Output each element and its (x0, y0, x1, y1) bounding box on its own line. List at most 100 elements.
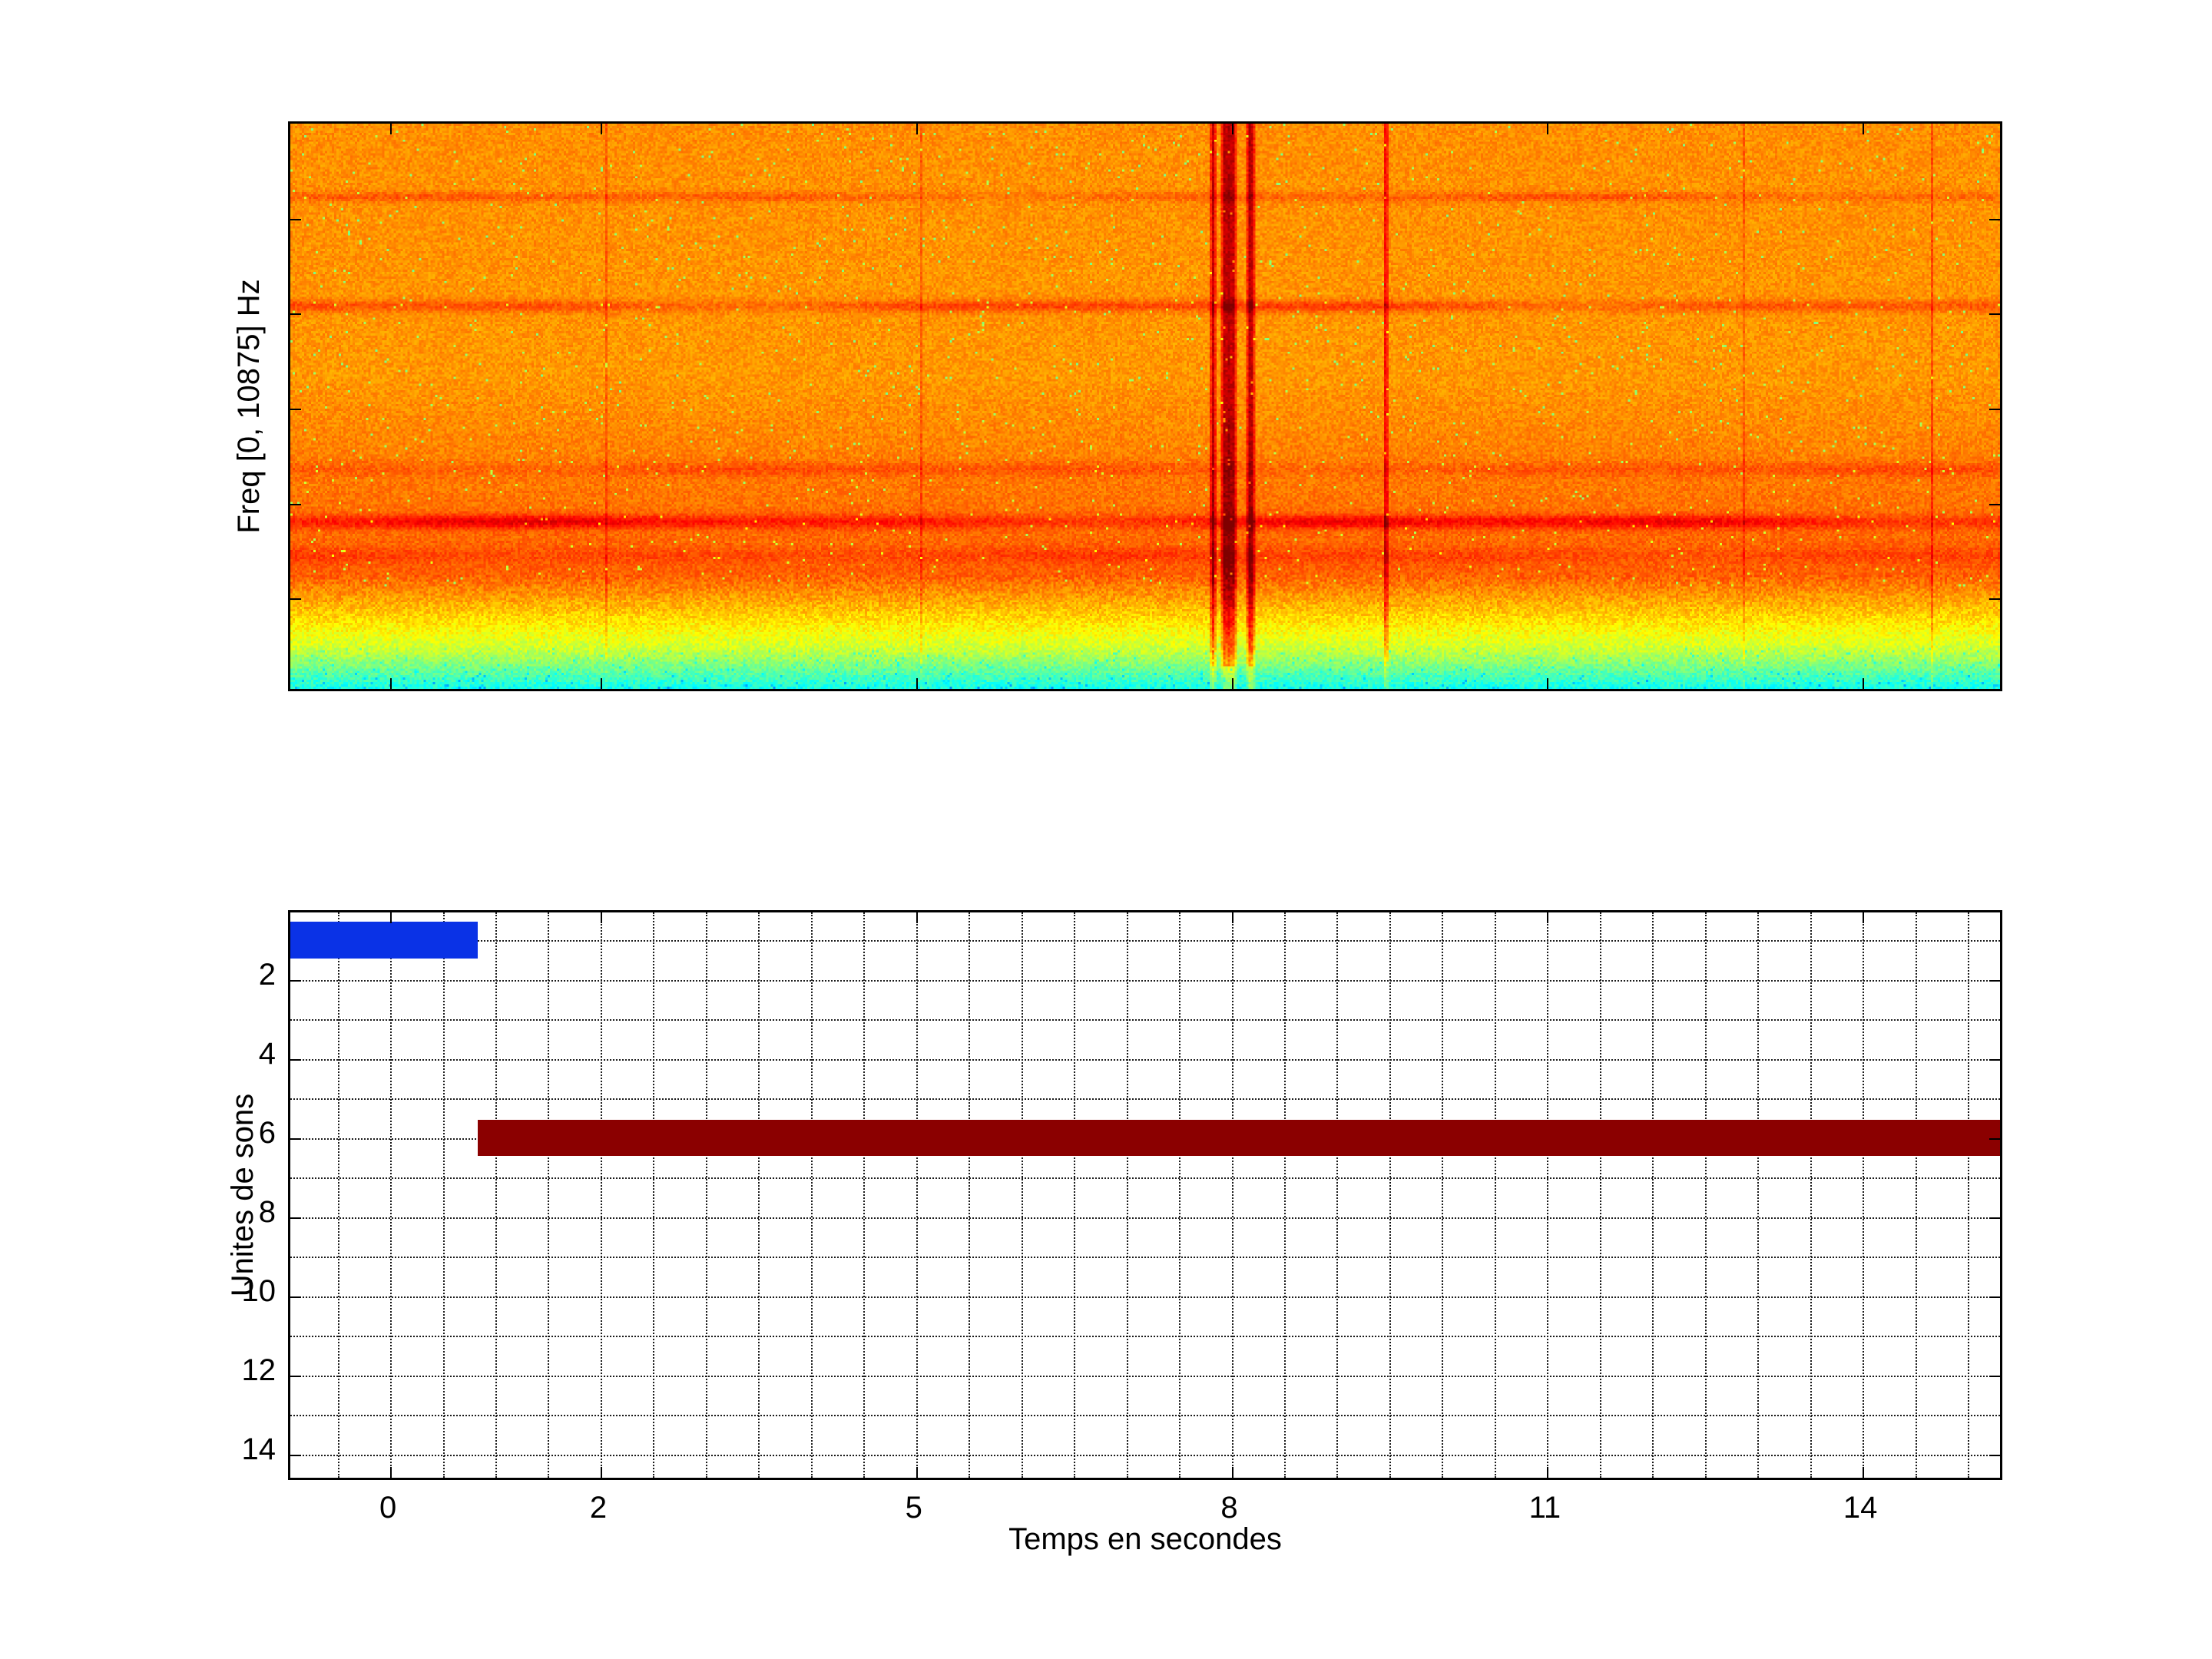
units-y-tick (290, 1375, 301, 1377)
units-vertical-gridline (1126, 912, 1128, 1478)
units-horizontal-gridline (290, 1019, 2000, 1022)
units-vertical-gridline (1074, 912, 1076, 1478)
spectrogram-y-tick (1989, 218, 2000, 220)
units-vertical-gridline (495, 912, 498, 1478)
units-vertical-gridline (1494, 912, 1496, 1478)
units-x-tick (600, 1467, 602, 1478)
units-vertical-gridline (863, 912, 866, 1478)
units-vertical-gridline (1863, 912, 1865, 1478)
units-y-tick (1989, 1296, 2000, 1298)
spectrogram-y-tick (290, 503, 301, 505)
units-vertical-gridline (337, 912, 339, 1478)
spectrogram-x-tick (600, 678, 602, 689)
units-gridlines (290, 912, 2000, 1478)
units-vertical-gridline (1757, 912, 1760, 1478)
units-y-tick (1989, 1058, 2000, 1061)
units-horizontal-gridline (290, 1415, 2000, 1417)
units-y-tick (290, 1296, 301, 1298)
units-y-tick-label: 2 (258, 957, 276, 992)
units-vertical-gridline (1442, 912, 1444, 1478)
units-y-tick (1989, 979, 2000, 982)
units-vertical-gridline (1284, 912, 1286, 1478)
spectrogram-x-tick (1547, 124, 1549, 134)
units-x-tick (916, 1467, 918, 1478)
units-vertical-gridline (1179, 912, 1181, 1478)
spectrogram-x-tick (1863, 124, 1865, 134)
spectrogram-x-tick (1547, 678, 1549, 689)
units-vertical-gridline (1968, 912, 1970, 1478)
units-vertical-gridline (1810, 912, 1812, 1478)
units-horizontal-gridline (290, 1257, 2000, 1259)
units-x-axis-label: Temps en secondes (1008, 1522, 1282, 1556)
units-x-tick-label: 11 (1528, 1491, 1561, 1525)
units-x-tick-label: 8 (1220, 1491, 1238, 1525)
unit-segment-bar[interactable] (477, 1120, 2000, 1157)
units-y-tick (1989, 1375, 2000, 1377)
units-y-tick-label: 14 (241, 1432, 276, 1466)
spectrogram-y-tick (1989, 598, 2000, 601)
units-vertical-gridline (1599, 912, 1601, 1478)
spectrogram-x-tick (1231, 124, 1233, 134)
units-x-tick (390, 1467, 392, 1478)
units-vertical-gridline (653, 912, 655, 1478)
units-vertical-gridline (1336, 912, 1339, 1478)
spectrogram-y-tick (290, 313, 301, 316)
spectrogram-y-tick (290, 409, 301, 410)
units-y-tick (290, 979, 301, 982)
units-vertical-gridline (390, 912, 392, 1478)
units-x-tick-label: 0 (379, 1491, 397, 1525)
units-vertical-gridline (1915, 912, 1917, 1478)
units-horizontal-gridline (290, 940, 2000, 942)
units-horizontal-gridline (290, 1098, 2000, 1101)
units-x-tick (1231, 1467, 1233, 1478)
units-vertical-gridline (1652, 912, 1654, 1478)
units-horizontal-gridline (290, 1336, 2000, 1338)
units-x-tick (390, 912, 392, 923)
units-y-tick (290, 1058, 301, 1061)
spectrogram-y-tick (1989, 503, 2000, 505)
units-y-tick (290, 1137, 301, 1140)
units-x-tick-label: 2 (589, 1491, 608, 1525)
spectrogram-y-tick (290, 598, 301, 601)
units-vertical-gridline (548, 912, 550, 1478)
spectrogram-axes (288, 121, 2002, 691)
units-x-tick (1547, 1467, 1549, 1478)
spectrogram-x-tick (390, 678, 392, 689)
spectrogram-x-tick (1231, 678, 1233, 689)
units-y-tick-label: 4 (258, 1036, 276, 1071)
units-y-tick (290, 1217, 301, 1219)
spectrogram-y-tick (1989, 409, 2000, 410)
units-x-tick (1547, 912, 1549, 923)
spectrogram-y-axis-label: Freq [0, 10875] Hz (231, 279, 266, 534)
units-vertical-gridline (705, 912, 707, 1478)
units-x-tick (1863, 1467, 1865, 1478)
units-vertical-gridline (758, 912, 760, 1478)
units-y-tick (1989, 1454, 2000, 1456)
units-x-tick (600, 912, 602, 923)
units-vertical-gridline (1389, 912, 1391, 1478)
units-vertical-gridline (916, 912, 918, 1478)
units-vertical-gridline (1231, 912, 1233, 1478)
units-y-axis-label: Unites de sons (225, 1093, 260, 1297)
unit-segment-bar[interactable] (290, 922, 478, 959)
units-horizontal-gridline (290, 1058, 2000, 1061)
spectrogram-x-tick (390, 124, 392, 134)
units-vertical-gridline (1547, 912, 1549, 1478)
units-y-tick-label: 8 (258, 1194, 276, 1229)
spectrogram-x-tick (916, 124, 918, 134)
units-x-tick (1863, 912, 1865, 923)
units-y-tick-label: 6 (258, 1115, 276, 1150)
units-horizontal-gridline (290, 1454, 2000, 1456)
units-y-tick-label: 12 (241, 1353, 276, 1387)
units-x-tick-label: 14 (1843, 1491, 1878, 1525)
units-vertical-gridline (969, 912, 971, 1478)
units-x-tick-label: 5 (905, 1491, 922, 1525)
spectrogram-y-tick (1989, 313, 2000, 316)
units-vertical-gridline (442, 912, 445, 1478)
spectrogram-x-tick (916, 678, 918, 689)
units-horizontal-gridline (290, 1177, 2000, 1180)
units-vertical-gridline (1021, 912, 1023, 1478)
spectrogram-y-tick (290, 218, 301, 220)
units-y-tick (1989, 1137, 2000, 1140)
spectrogram-x-tick (600, 124, 602, 134)
